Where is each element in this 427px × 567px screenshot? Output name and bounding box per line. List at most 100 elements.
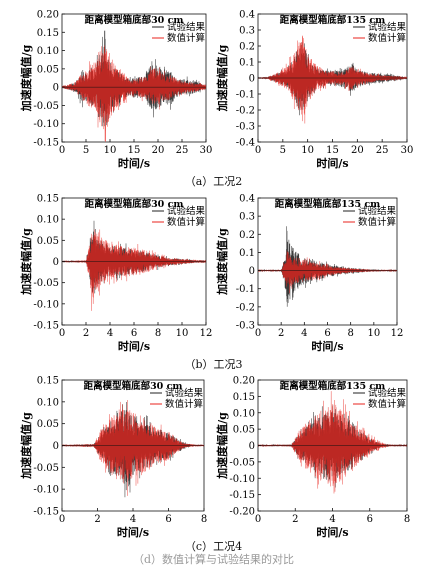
y-tick-label: -0.05 [229,457,255,468]
x-tick-label: 4 [107,328,113,339]
x-tick-label: 25 [376,145,389,156]
x-tick-label: 6 [165,514,171,525]
series-line-numerical [62,229,206,311]
y-tick-label: 0.20 [233,376,255,387]
x-tick-label: 8 [201,514,207,525]
x-tick-label: 6 [367,514,373,525]
legend-label-2: 数值计算 [368,32,406,44]
x-tick-label: 6 [324,328,330,339]
caption-a: （a）工况2 [184,175,243,188]
y-tick-label: 0.15 [233,392,255,403]
legend-label-2: 数值计算 [167,32,205,44]
legend-label-1: 试验结果 [368,387,407,399]
y-tick-label: 0.10 [233,408,255,419]
x-tick-label: 8 [404,514,410,525]
y-tick-label: 0.10 [37,215,59,226]
y-tick-label: -0.2 [236,106,255,117]
chart-title: 距离模型箱底部30 cm [85,14,184,26]
y-tick-label: 0.2 [239,42,255,53]
y-tick-label: 0.1 [239,58,255,69]
y-tick-label: -0.05 [33,278,59,289]
x-tick-label: 0 [255,145,261,156]
chart-1: 0 5 10 15 20 25 30 -0.15 -0.10 -0.05 0 0.05 0.10 0.15… [19,10,212,171]
x-tick-label: 25 [176,145,189,156]
y-axis-label: 加速度幅值/g [19,412,33,480]
x-axis-label: 时间/s [316,525,348,539]
x-tick-label: 0 [59,145,65,156]
y-axis-label: 加速度幅值/g [215,44,229,112]
legend-label-2: 数值计算 [358,216,396,228]
x-tick-label: 20 [351,145,364,156]
y-tick-label: 0.4 [239,194,255,205]
x-axis-label: 时间/s [118,339,150,353]
x-tick-label: 0 [255,514,261,525]
y-tick-label: -0.10 [229,474,255,485]
x-tick-label: 10 [367,328,380,339]
x-tick-label: 4 [301,328,307,339]
series-line-numerical [258,250,397,294]
y-tick-label: 0.10 [37,397,59,408]
y-tick-label: -0.4 [236,138,255,149]
chart-6: 0 2 4 6 8 -0.20 -0.15 -0.10 -0.05 0 0.05 0.10 0.15 0.… [215,376,410,540]
y-tick-label: 0.05 [37,64,59,75]
y-tick-label: 0.15 [37,194,59,205]
chart-2: 0 5 10 15 20 25 30 -0.4 -0.3 -0.2 -0.1 0 0.1 0.2 0.3 0.… [215,10,413,171]
legend-label-1: 试验结果 [167,21,206,33]
y-tick-label: 0.05 [233,425,255,436]
y-tick-label: 0.15 [37,376,59,387]
legend-label-2: 数值计算 [165,398,203,410]
x-axis-label: 时间/s [118,156,150,170]
x-tick-label: 30 [200,145,213,156]
chart-title: 距离模型箱底部30 cm [84,380,183,392]
y-tick-label: 0 [53,257,59,268]
series-line-numerical [258,391,407,494]
y-tick-label: 0 [249,266,255,277]
legend-label-1: 试验结果 [165,387,204,399]
y-tick-label: -0.2 [236,302,255,313]
x-axis-label: 时间/s [311,339,343,353]
y-tick-label: 0.2 [239,230,255,241]
series-line-numerical [62,45,206,142]
y-tick-label: 0.1 [239,248,255,259]
series-line-numerical [258,35,407,124]
y-tick-label: 0.05 [37,236,59,247]
x-tick-label: 0 [59,514,65,525]
x-tick-label: 8 [155,328,161,339]
caption-c: （c）工况4 [184,540,243,553]
x-tick-label: 20 [152,145,165,156]
x-tick-label: 2 [292,514,298,525]
y-tick-label: -0.1 [236,284,255,295]
x-tick-label: 12 [391,328,404,339]
x-axis-label: 时间/s [316,156,348,170]
y-tick-label: 0 [249,74,255,85]
y-tick-label: -0.15 [33,138,59,149]
x-tick-label: 4 [130,514,136,525]
legend-label-1: 试验结果 [167,205,206,217]
x-tick-label: 15 [326,145,339,156]
x-tick-label: 6 [131,328,137,339]
y-tick-label: 0.05 [37,419,59,430]
x-tick-label: 2 [278,328,284,339]
y-tick-label: 0.15 [37,28,59,39]
chart-title: 距离模型箱底部135 cm [280,380,385,392]
y-tick-label: -0.05 [33,101,59,112]
chart-title: 距离模型箱底部30 cm [85,198,184,210]
x-tick-label: 12 [200,328,213,339]
x-tick-label: 5 [280,145,286,156]
y-tick-label: -0.10 [33,485,59,496]
chart-title: 距离模型箱底部135 cm [275,198,380,210]
y-axis-label: 加速度幅值/g [19,44,33,112]
y-tick-label: -0.20 [229,507,255,518]
x-tick-label: 30 [401,145,414,156]
y-tick-label: 0 [53,83,59,94]
x-tick-label: 8 [347,328,353,339]
y-tick-label: 0.10 [37,46,59,57]
legend-label-1: 试验结果 [358,205,397,217]
x-tick-label: 10 [104,145,117,156]
legend-label-2: 数值计算 [368,398,406,410]
y-tick-label: -0.10 [33,299,59,310]
y-axis-label: 加速度幅值/g [19,228,33,296]
y-tick-label: -0.3 [236,321,255,332]
y-tick-label: 0.3 [239,26,255,37]
